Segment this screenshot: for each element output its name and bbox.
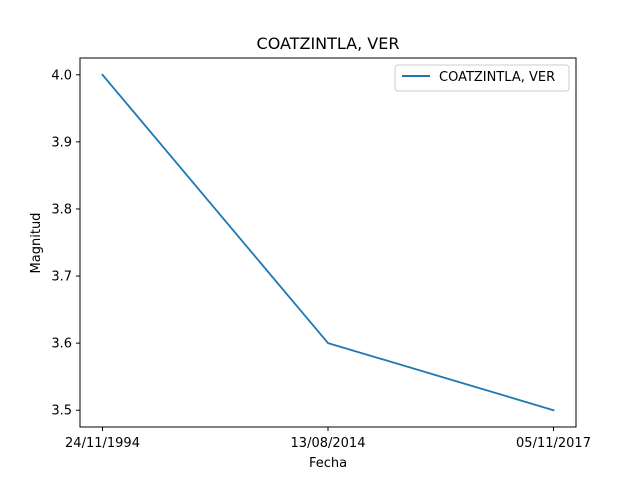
y-axis-ticks: 3.5 3.6 3.7 3.8 3.9 4.0 bbox=[51, 68, 80, 419]
y-tick-label: 3.8 bbox=[51, 202, 72, 217]
x-axis-ticks: 24/11/1994 13/08/2014 05/11/2017 bbox=[65, 427, 591, 451]
legend-label: COATZINTLA, VER bbox=[439, 70, 555, 85]
series-line bbox=[101, 73, 555, 412]
legend: COATZINTLA, VER bbox=[394, 64, 570, 92]
y-tick-label: 3.6 bbox=[51, 337, 72, 352]
y-tick-label: 3.9 bbox=[51, 135, 72, 150]
plot-area bbox=[79, 57, 577, 428]
y-tick-label: 3.7 bbox=[51, 270, 72, 285]
series-layer bbox=[101, 73, 555, 412]
y-tick-label: 4.0 bbox=[51, 68, 72, 83]
y-axis-label: Magnitud bbox=[29, 213, 44, 274]
x-tick-label: 05/11/2017 bbox=[516, 436, 591, 451]
x-tick-label: 13/08/2014 bbox=[291, 436, 366, 451]
chart-title: COATZINTLA, VER bbox=[257, 34, 400, 53]
y-tick-label: 3.5 bbox=[51, 404, 72, 419]
x-tick-label: 24/11/1994 bbox=[65, 436, 140, 451]
legend-box bbox=[394, 64, 570, 92]
x-axis-label: Fecha bbox=[309, 456, 347, 471]
